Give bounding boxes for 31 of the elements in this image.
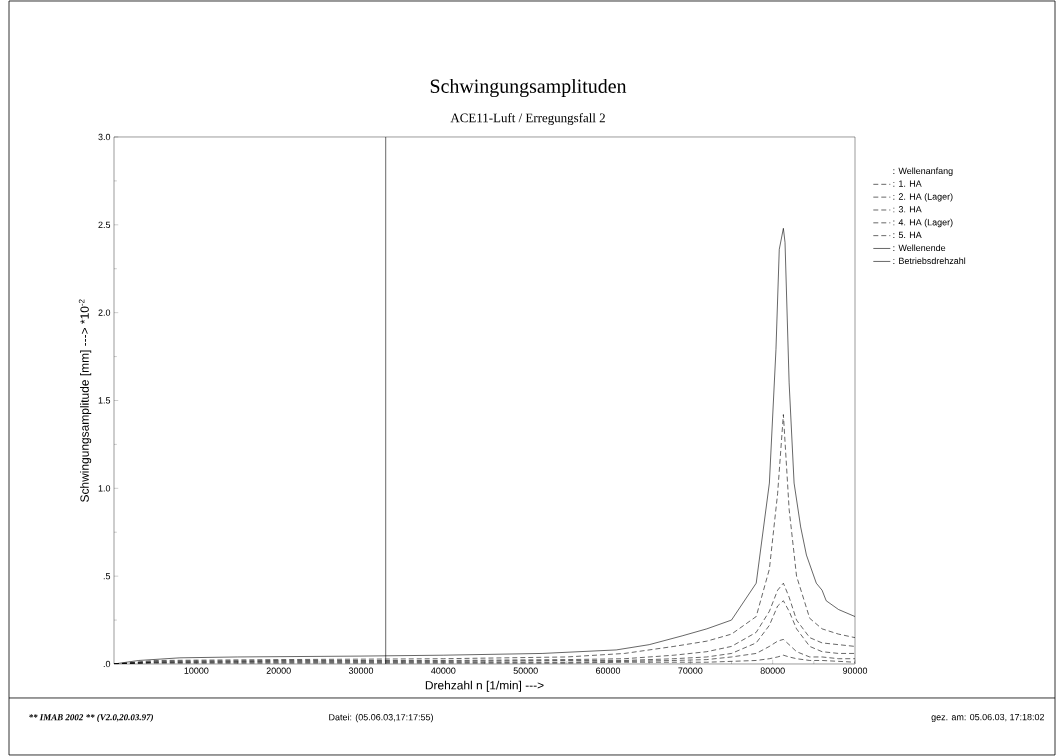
chart-subtitle: ACE11-Luft / Erregungsfall 2	[450, 113, 605, 125]
chart-title: Schwingungsamplituden	[430, 78, 627, 98]
text: : Wellenanfang	[893, 167, 953, 176]
legend-label: : 2. HA (Lager)	[893, 193, 953, 202]
x-tick-label: 70000	[678, 667, 703, 674]
y-tick-label: .0	[103, 660, 111, 668]
text: Datei: (05.06.03,17:17:55)	[329, 713, 433, 723]
text: gez. am: 05.06.03, 17:18:02	[931, 713, 1045, 723]
y-tick-label: .5	[103, 573, 111, 580]
x-tick-label: 80000	[760, 667, 785, 674]
text: ** IMAB 2002 ** (V2.0,20.03.97)	[29, 713, 153, 723]
x-tick-label: 90000	[842, 667, 868, 674]
legend-label: : 5. HA	[893, 231, 922, 239]
y-tick-label: 1.0	[98, 485, 111, 492]
y-axis-title: Schwingungsamplitude [mm] ---> *10$^{-2}$	[78, 299, 92, 502]
legend-label: : Betriebsdrehzahl	[893, 257, 966, 265]
y-tick-label: 3.0	[98, 133, 111, 141]
y-tick-label: 2.0	[98, 309, 111, 316]
legend-label: : Wellenende	[893, 244, 946, 252]
x-tick-label: 50000	[513, 667, 538, 674]
x-tick-label: 20000	[266, 667, 291, 674]
x-tick-label: 60000	[595, 667, 621, 674]
x-axis-title: Drehzahl n [1/min] --->	[425, 680, 544, 692]
x-tick-label: 30000	[348, 667, 374, 674]
y-tick-label: 1.5	[98, 397, 111, 404]
x-tick-label: 10000	[184, 667, 209, 674]
legend-label: : 1. HA	[893, 180, 922, 187]
legend-label: : 4. HA (Lager)	[893, 218, 953, 228]
x-tick-label: 40000	[431, 667, 456, 674]
y-tick-label: 2.5	[98, 221, 111, 228]
legend-label: : 3. HA	[893, 206, 922, 213]
